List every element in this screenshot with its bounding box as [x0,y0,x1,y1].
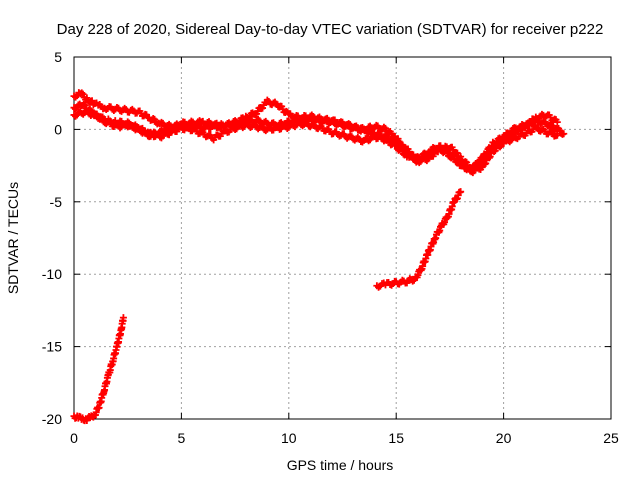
data-point [134,124,142,132]
data-point [485,149,493,157]
data-point [79,90,87,98]
series-arc-5 [373,188,465,291]
y-tick-label: -10 [42,266,62,282]
data-point [71,105,79,113]
data-point [560,130,568,138]
y-tick-label: -20 [42,411,62,427]
series-layer [70,89,568,425]
x-tick-label: 25 [603,430,619,446]
x-tick-label: 5 [178,430,186,446]
data-point [547,120,555,128]
x-tick-label: 15 [388,430,404,446]
y-tick-label: 0 [54,121,62,137]
x-tick-labels: 0 5 10 15 20 25 [70,430,619,446]
axis-ticks [73,56,612,420]
y-tick-label: -5 [50,194,63,210]
data-point [457,188,465,196]
series-arc-4 [70,314,127,425]
x-axis-label: GPS time / hours [287,457,394,473]
data-point [486,148,494,156]
y-axis-label: SDTVAR / TECUs [5,182,21,294]
grid [74,57,611,419]
x-tick-label: 0 [70,430,78,446]
y-tick-label: 5 [54,49,62,65]
series-arc-2 [70,100,561,177]
data-point [388,135,396,143]
data-point [553,118,561,126]
data-point [495,140,503,148]
chart-title: Day 228 of 2020, Sidereal Day-to-day VTE… [57,21,604,38]
x-tick-label: 20 [496,430,512,446]
data-point [80,100,88,108]
data-point [78,89,86,97]
y-tick-label: -15 [42,339,62,355]
series-arc-3 [70,96,561,174]
y-tick-labels: -20 -15 -10 -5 0 5 [42,49,62,427]
x-tick-label: 10 [281,430,297,446]
data-point [119,314,127,322]
plot-frame [73,56,612,420]
data-point [553,131,561,139]
